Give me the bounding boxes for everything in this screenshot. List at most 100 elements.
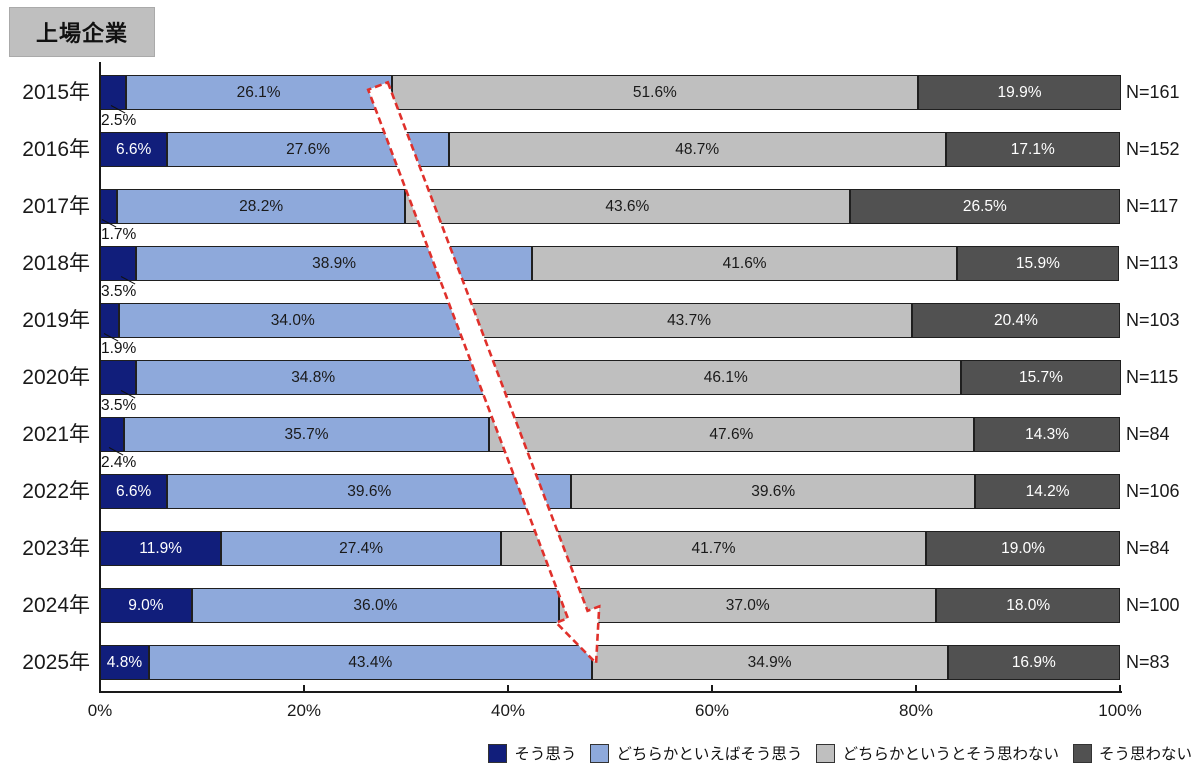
x-axis-tick [1119,685,1121,691]
bar-segment-1: 6.6% [100,474,168,509]
segment-value-label: 18.0% [1006,596,1051,614]
bar-segment-2: 43.4% [148,645,592,680]
bar-segment-1: 11.9% [100,531,222,566]
x-axis-tick [303,685,305,691]
legend-item: どちらかといえばそう思う [590,742,802,764]
bar-segment-3: 37.0% [559,588,937,623]
year-label: 2024年 [22,594,90,617]
segment-value-label: 9.0% [128,596,164,614]
segment-value-label: 19.0% [1001,539,1046,557]
bar-segment-1: 6.6% [100,132,168,167]
legend-label: どちらかというとそう思わない [842,746,1059,763]
x-axis-tick-label: 80% [898,701,934,720]
x-axis-line [99,691,1122,693]
segment-value-label: 41.6% [722,254,767,272]
year-label: 2023年 [22,537,90,560]
year-label: 2017年 [22,195,90,218]
year-label: 2020年 [22,366,90,389]
legend-swatch [590,743,610,763]
y-axis-line [99,62,101,692]
segment-value-label: 20.4% [993,311,1038,329]
segment-value-label: 27.6% [286,140,331,158]
year-label: 2025年 [22,651,90,674]
bar-segment-3: 39.6% [571,474,976,509]
below-bar-label: 3.5% [101,283,137,300]
bar-segment-2: 27.6% [167,132,449,167]
below-bar-label: 2.5% [101,112,137,129]
segment-value-label: 19.9% [997,83,1042,101]
segment-value-label: 34.9% [747,653,792,671]
segment-value-label: 36.0% [353,596,398,614]
bar-segment-2: 36.0% [191,588,559,623]
bar-segment-4: 15.9% [956,246,1119,281]
sample-size-label: N=113 [1126,253,1179,273]
x-axis-tick [711,685,713,691]
legend-label: そう思わない [1098,746,1192,763]
legend-item: そう思わない [1072,742,1192,764]
year-label: 2022年 [22,480,90,503]
segment-value-label: 46.1% [703,368,748,386]
sample-size-label: N=161 [1126,82,1180,102]
bar-segment-2: 34.0% [119,303,467,338]
bar-segment-2: 27.4% [221,531,501,566]
legend-label: どちらかといえばそう思う [616,746,803,763]
bar-segment-4: 26.5% [849,189,1120,224]
bar-segment-4: 20.4% [911,303,1120,338]
bar-segment-4: 17.1% [945,132,1120,167]
bar-segment-1 [100,75,126,110]
segment-value-label: 51.6% [632,83,677,101]
legend-swatch [1072,743,1092,763]
bar-segment-2: 28.2% [117,189,405,224]
sample-size-label: N=100 [1126,595,1180,615]
bar-segment-3: 51.6% [391,75,919,110]
below-bar-label: 3.5% [101,397,137,414]
segment-value-label: 15.7% [1018,368,1063,386]
segment-value-label: 43.4% [348,653,393,671]
segment-value-label: 39.6% [347,482,392,500]
bar-segment-4: 14.3% [974,417,1120,452]
bar-segment-3: 43.7% [466,303,912,338]
segment-value-label: 11.9% [139,539,183,557]
year-label: 2021年 [22,423,90,446]
bar-segment-2: 35.7% [124,417,489,452]
bar-segment-3: 41.7% [500,531,927,566]
x-axis-tick [507,685,509,691]
bar-segment-3: 46.1% [490,360,961,395]
segment-value-label: 6.6% [115,140,152,158]
x-axis-tick-label: 0% [87,701,113,720]
segment-value-label: 47.6% [709,425,754,443]
segment-value-label: 48.7% [675,140,720,158]
bar-segment-2: 26.1% [125,75,392,110]
segment-value-label: 27.4% [339,539,384,557]
segment-value-label: 14.2% [1025,482,1070,500]
bar-segment-3: 41.6% [532,246,957,281]
bar-segment-2: 34.8% [135,360,491,395]
bar-segment-3: 48.7% [448,132,946,167]
bar-segment-3: 43.6% [404,189,850,224]
sample-size-label: N=83 [1126,652,1170,672]
segment-value-label: 37.0% [725,596,770,614]
bar-segment-4: 15.7% [960,360,1121,395]
segment-value-label: 6.6% [115,482,152,500]
segment-value-label: 15.9% [1015,254,1060,272]
bar-segment-3: 34.9% [591,645,948,680]
bar-segment-1: 4.8% [100,645,149,680]
segment-value-label: 38.9% [312,254,357,272]
sample-size-label: N=103 [1126,310,1180,330]
year-label: 2019年 [22,309,90,332]
segment-value-label: 39.6% [751,482,796,500]
segment-value-label: 16.9% [1011,653,1056,671]
bar-segment-4: 16.9% [947,645,1120,680]
legend-swatch [816,743,836,763]
x-axis-tick-label: 40% [490,701,526,720]
sample-size-label: N=115 [1126,367,1179,387]
segment-value-label: 14.3% [1025,425,1070,443]
chart-title-badge: 上場企業 [9,7,156,57]
x-axis-tick-label: 100% [1098,701,1142,720]
below-bar-label: 1.7% [101,226,137,243]
bar-segment-1: 9.0% [100,588,192,623]
bar-segment-4: 19.9% [918,75,1121,110]
year-label: 2018年 [22,252,90,275]
